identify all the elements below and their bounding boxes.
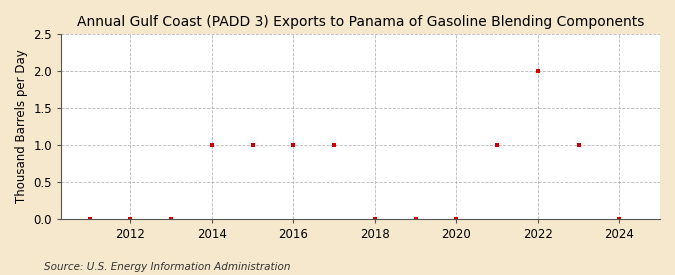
Text: Source: U.S. Energy Information Administration: Source: U.S. Energy Information Administ… bbox=[44, 262, 290, 272]
Y-axis label: Thousand Barrels per Day: Thousand Barrels per Day bbox=[15, 50, 28, 204]
Title: Annual Gulf Coast (PADD 3) Exports to Panama of Gasoline Blending Components: Annual Gulf Coast (PADD 3) Exports to Pa… bbox=[77, 15, 645, 29]
